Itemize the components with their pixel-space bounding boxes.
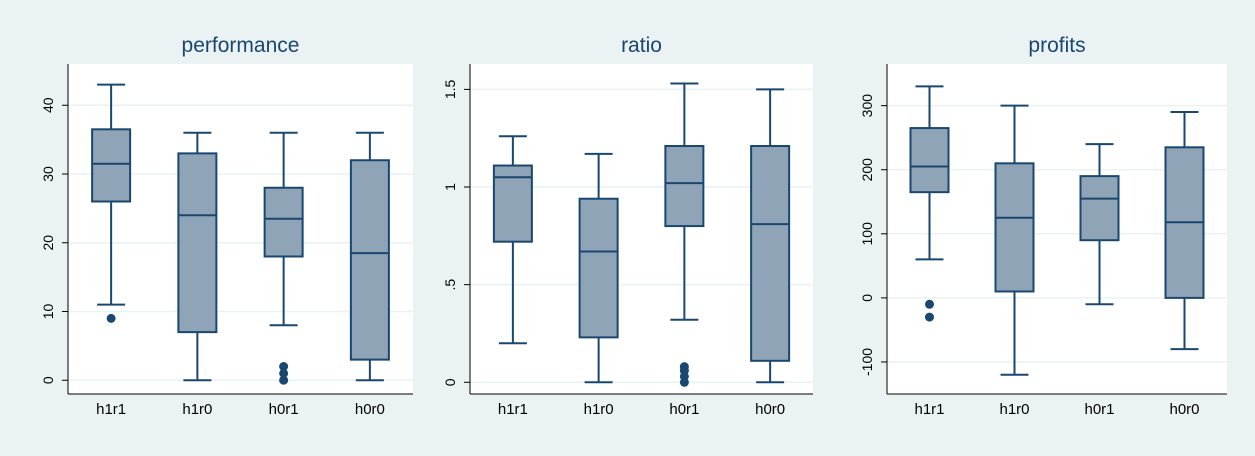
outlier-point [925, 299, 934, 309]
x-tick-label: h0r0 [1169, 401, 1199, 418]
chart-title: ratio [621, 34, 662, 57]
chart-title: performance [182, 34, 300, 57]
outlier-point [279, 362, 289, 371]
outlier-point [679, 362, 689, 372]
iqr-box [91, 128, 132, 203]
outlier-point [279, 375, 289, 385]
y-tick-label: 20 [40, 235, 56, 251]
x-tick-label: h1r0 [999, 401, 1029, 418]
y-tick-label: 0 [859, 294, 875, 302]
y-tick-label: 10 [40, 304, 56, 320]
iqr-box [750, 145, 791, 362]
panel-ratio: 0 .5 1 1.5 ratio h1r1 h1r0 h0r1 h0r0 [442, 34, 813, 418]
iqr-box [994, 162, 1035, 293]
outlier-point [925, 312, 934, 322]
y-tick-label: 1.5 [442, 79, 458, 99]
y-tick-label: 1 [442, 183, 458, 191]
y-tick-label: 100 [859, 222, 875, 246]
x-tick-label: h1r0 [584, 401, 614, 418]
x-tick-label: h0r1 [1084, 401, 1114, 418]
y-tick-label: 300 [859, 94, 875, 118]
box-h0r0 [1164, 111, 1205, 351]
x-tick-label: h1r1 [914, 401, 944, 418]
iqr-box [349, 159, 390, 361]
box-h0r1 [263, 131, 304, 385]
box-h1r0 [578, 152, 619, 384]
iqr-box [1079, 175, 1120, 242]
y-tick-label: 30 [40, 166, 56, 182]
box-h0r1 [1079, 143, 1120, 306]
box-h0r0 [349, 131, 390, 382]
outlier-point [279, 368, 289, 378]
box-h1r1 [492, 135, 533, 345]
y-tick-label: -100 [859, 348, 875, 376]
x-tick-label: h1r1 [498, 401, 528, 418]
x-tick-label: h0r0 [355, 401, 385, 418]
box-h1r0 [177, 131, 218, 382]
box-h1r0 [994, 104, 1035, 376]
x-tick-label: h1r0 [182, 401, 212, 418]
chart-title: profits [1028, 34, 1085, 57]
outlier-point [106, 313, 116, 323]
box-h0r0 [750, 88, 791, 384]
iqr-box [578, 197, 619, 339]
iqr-box [909, 127, 950, 194]
y-tick-label: 0 [442, 378, 458, 386]
y-tick-label: 200 [859, 158, 875, 182]
iqr-box [263, 186, 304, 258]
y-tick-label: .5 [442, 279, 458, 291]
box-h1r1 [91, 83, 132, 323]
box-h0r1 [664, 82, 705, 387]
iqr-box [177, 152, 218, 334]
x-tick-label: h0r1 [269, 401, 299, 418]
y-tick-label: 40 [40, 97, 56, 113]
box-h1r1 [909, 85, 950, 322]
panel-profits: -100 0 100 200 300 profits h1r1 h1r0 h0r1 h0r0 [859, 34, 1227, 418]
x-tick-label: h0r1 [669, 401, 699, 418]
y-tick-label: 0 [40, 376, 56, 384]
x-tick-label: h1r1 [96, 401, 126, 418]
iqr-box [664, 145, 705, 228]
x-tick-label: h0r0 [755, 401, 785, 418]
panel-performance: 0 10 20 30 40 performance h1r1 h1r0 h0r1 h0r0 [40, 34, 413, 418]
